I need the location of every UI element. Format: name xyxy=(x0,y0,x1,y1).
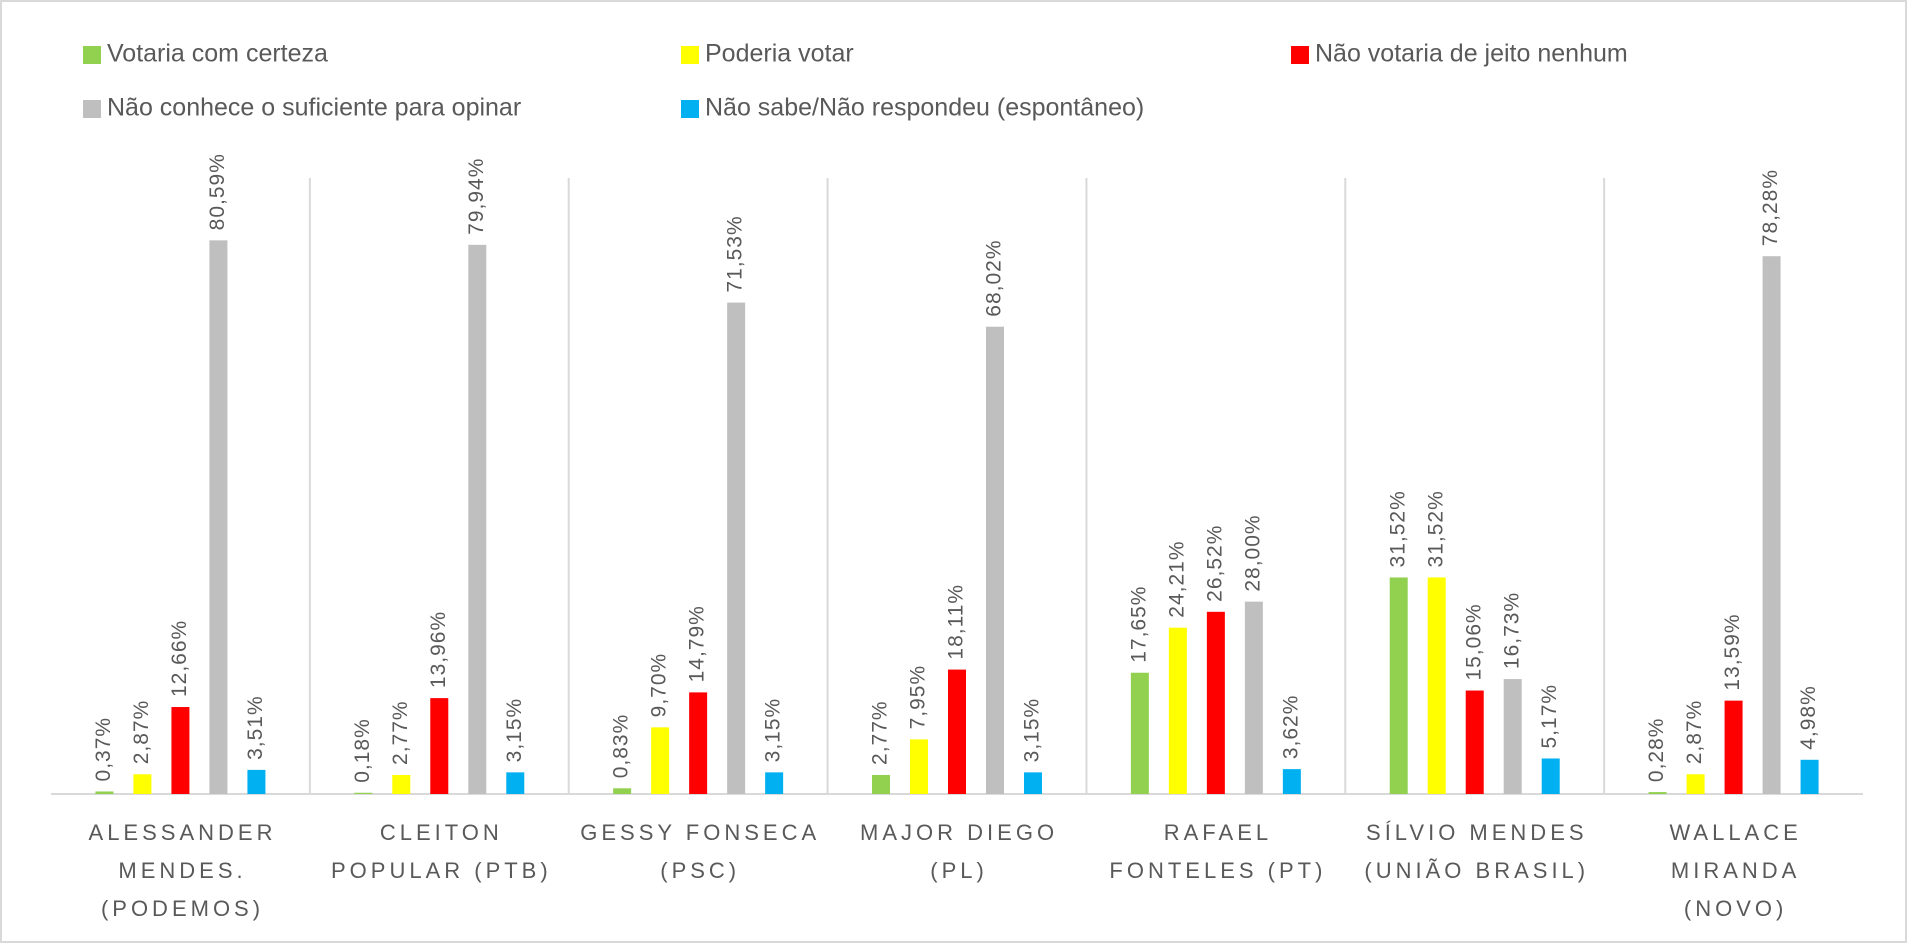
value-label: 80,59% xyxy=(206,153,229,230)
value-label: 18,11% xyxy=(945,584,968,660)
bar xyxy=(468,244,487,794)
value-label: 2,87% xyxy=(1683,700,1706,765)
bar xyxy=(872,774,890,794)
x-tick-label: RAFAEL FONTELES (PT) xyxy=(1109,820,1327,883)
legend-swatch xyxy=(83,46,101,64)
value-label: 14,79% xyxy=(686,605,709,682)
bar xyxy=(1465,690,1484,794)
value-label: 7,95% xyxy=(907,665,930,730)
x-tick-label: MAJOR DIEGO (PL) xyxy=(860,820,1059,883)
value-label: 3,15% xyxy=(762,698,785,763)
x-tick-label: GESSY FONSECA (PSC) xyxy=(580,820,821,883)
bar xyxy=(727,302,746,794)
value-label: 3,62% xyxy=(1279,695,1302,760)
bar xyxy=(1024,772,1042,794)
legend-label: Votaria com certeza xyxy=(107,40,328,68)
bar xyxy=(765,772,784,794)
legend-label: Não sabe/Não respondeu (espontâneo) xyxy=(705,94,1144,122)
legend-label: Poderia votar xyxy=(705,40,854,68)
value-label: 0,83% xyxy=(610,714,633,779)
value-label: 9,70% xyxy=(648,653,671,718)
bar xyxy=(1762,256,1781,794)
legend-label: Não conhece o suficiente para opinar xyxy=(107,94,521,122)
legend-swatch xyxy=(83,100,101,118)
value-label: 3,15% xyxy=(503,698,526,763)
bar xyxy=(1389,577,1408,794)
value-label: 68,02% xyxy=(983,239,1006,316)
value-label: 13,96% xyxy=(427,611,450,688)
x-tick-label: SÍLVIO MENDES (UNIÃO BRASIL) xyxy=(1364,820,1590,883)
bar xyxy=(910,739,928,794)
value-label: 28,00% xyxy=(1241,514,1264,591)
value-label: 79,94% xyxy=(465,158,488,235)
value-label: 24,21% xyxy=(1165,540,1188,617)
x-tick-label: ALESSANDER MENDES. (PODEMOS) xyxy=(88,820,277,921)
bar xyxy=(613,788,632,794)
value-label: 71,53% xyxy=(724,215,747,292)
legend-swatch xyxy=(1291,46,1309,64)
bar xyxy=(1800,759,1819,794)
legend-swatch xyxy=(681,100,699,118)
bar xyxy=(651,727,670,794)
value-label: 78,28% xyxy=(1759,169,1782,246)
bar xyxy=(986,326,1004,794)
legend-label: Não votaria de jeito nenhum xyxy=(1315,40,1628,68)
bar xyxy=(1206,611,1225,794)
value-label: 2,87% xyxy=(130,700,153,765)
bar xyxy=(1648,792,1667,794)
bar xyxy=(354,792,373,794)
legend-swatch xyxy=(681,46,699,64)
value-label: 5,17% xyxy=(1538,684,1561,749)
bar xyxy=(95,791,114,794)
value-label: 0,18% xyxy=(351,718,374,783)
bar xyxy=(1724,700,1743,794)
bar xyxy=(392,774,411,794)
bar xyxy=(1282,769,1301,794)
value-label: 4,98% xyxy=(1797,685,1820,750)
bar xyxy=(1244,601,1263,794)
bar xyxy=(1168,627,1187,794)
x-tick-label: WALLACE MIRANDA (NOVO) xyxy=(1669,820,1802,921)
value-label: 16,73% xyxy=(1500,592,1523,669)
bar xyxy=(1503,679,1522,794)
value-label: 31,52% xyxy=(1386,490,1409,567)
bar xyxy=(948,669,966,794)
bar xyxy=(1686,774,1705,794)
bar xyxy=(247,769,266,794)
value-label: 13,59% xyxy=(1721,613,1744,690)
bar xyxy=(209,240,228,795)
bar xyxy=(133,774,152,794)
value-label: 26,52% xyxy=(1203,525,1226,602)
value-label: 0,28% xyxy=(1645,718,1668,783)
bar xyxy=(1130,672,1149,794)
value-label: 17,65% xyxy=(1127,586,1150,663)
value-label: 0,37% xyxy=(92,717,115,782)
value-label: 15,06% xyxy=(1462,603,1485,680)
value-label: 2,77% xyxy=(869,700,892,765)
value-label: 3,15% xyxy=(1021,698,1044,763)
value-label: 31,52% xyxy=(1424,490,1447,567)
bar xyxy=(689,692,708,794)
bar xyxy=(506,772,525,794)
bar xyxy=(171,707,190,794)
bar xyxy=(1427,577,1446,794)
bar xyxy=(1541,758,1560,794)
bar xyxy=(430,698,449,794)
x-tick-label: CLEITON POPULAR (PTB) xyxy=(330,820,552,883)
value-label: 3,51% xyxy=(244,695,267,760)
value-label: 2,77% xyxy=(389,700,412,765)
value-label: 12,66% xyxy=(168,620,191,697)
